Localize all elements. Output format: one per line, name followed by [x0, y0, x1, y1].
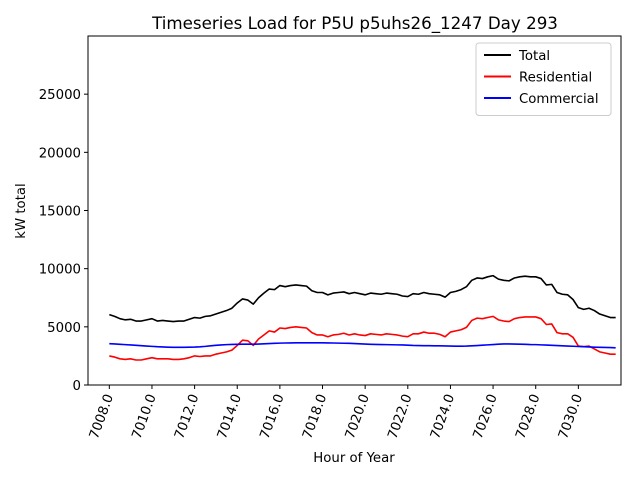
series-line-total	[109, 274, 616, 323]
legend-label-commercial: Commercial	[519, 92, 599, 107]
y-axis-label: kW total	[14, 183, 29, 238]
y-tick-label: 5000	[47, 321, 81, 336]
y-tick-label: 10000	[39, 263, 81, 278]
legend-label-residential: Residential	[519, 71, 592, 86]
series-line-commercial	[109, 341, 616, 349]
legend: Total Residential Commercial	[475, 42, 612, 116]
y-tick-label: 25000	[39, 88, 81, 103]
chart-title: Timeseries Load for P5U p5uhs26_1247 Day…	[151, 13, 558, 34]
y-tick-label: 20000	[39, 146, 81, 161]
y-tick-label: 15000	[39, 205, 81, 220]
series-line-residential	[109, 315, 616, 361]
legend-label-total: Total	[518, 49, 550, 64]
plot-frame	[87, 35, 622, 386]
y-tick-label: 0	[73, 379, 81, 394]
x-axis-label: Hour of Year	[313, 451, 395, 466]
